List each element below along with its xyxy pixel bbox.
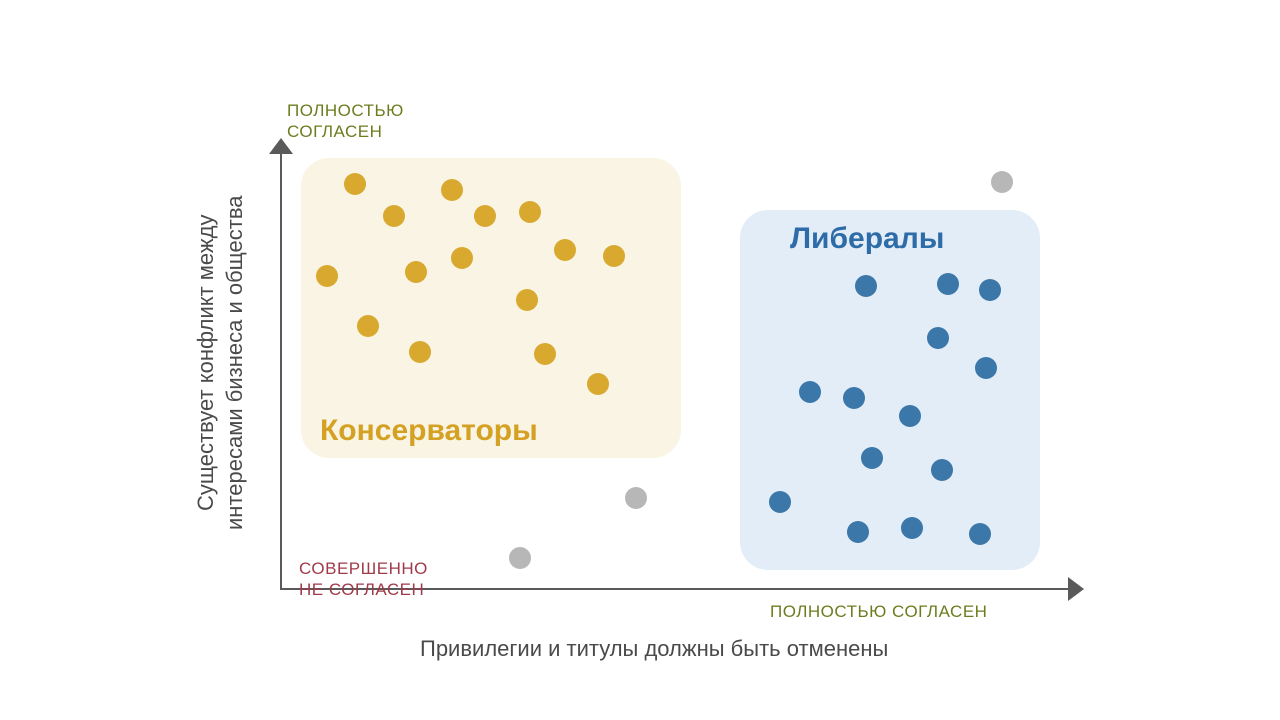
y-axis-bottom-label: СОВЕРШЕННО НЕ СОГЛАСЕН (299, 558, 428, 601)
dot-conservatives (451, 247, 473, 269)
x-axis-title: Привилегии и титулы должны быть отменены (420, 635, 888, 664)
dot-liberals (901, 517, 923, 539)
scatter-chart: Консерваторы Либералы ПОЛНОСТЬЮ СОГЛАСЕН… (0, 0, 1280, 720)
dot-conservatives (587, 373, 609, 395)
dot-conservatives (474, 205, 496, 227)
dot-liberals (937, 273, 959, 295)
dot-liberals (855, 275, 877, 297)
dot-liberals (843, 387, 865, 409)
dot-liberals (847, 521, 869, 543)
dot-outlier (625, 487, 647, 509)
dot-conservatives (405, 261, 427, 283)
cluster-label-liberals: Либералы (790, 222, 944, 256)
dot-liberals (927, 327, 949, 349)
dot-outlier (991, 171, 1013, 193)
dot-conservatives (344, 173, 366, 195)
dot-liberals (969, 523, 991, 545)
y-axis-top-label: ПОЛНОСТЬЮ СОГЛАСЕН (287, 100, 404, 143)
dot-conservatives (554, 239, 576, 261)
dot-conservatives (519, 201, 541, 223)
x-axis-right-label: ПОЛНОСТЬЮ СОГЛАСЕН (770, 601, 987, 622)
dot-liberals (799, 381, 821, 403)
dot-liberals (769, 491, 791, 513)
dot-conservatives (441, 179, 463, 201)
dot-liberals (931, 459, 953, 481)
dot-conservatives (516, 289, 538, 311)
dot-conservatives (383, 205, 405, 227)
dot-conservatives (316, 265, 338, 287)
y-axis (280, 150, 282, 590)
dot-conservatives (357, 315, 379, 337)
cluster-bg-liberals (740, 210, 1040, 570)
y-axis-title: Существует конфликт между интересами биз… (192, 195, 249, 530)
dot-conservatives (409, 341, 431, 363)
dot-liberals (861, 447, 883, 469)
dot-liberals (975, 357, 997, 379)
dot-conservatives (603, 245, 625, 267)
cluster-label-conservatives: Консерваторы (320, 414, 538, 448)
dot-outlier (509, 547, 531, 569)
dot-liberals (979, 279, 1001, 301)
x-axis-arrow-icon (1068, 577, 1084, 601)
dot-conservatives (534, 343, 556, 365)
dot-liberals (899, 405, 921, 427)
cluster-bg-conservatives (301, 158, 681, 458)
